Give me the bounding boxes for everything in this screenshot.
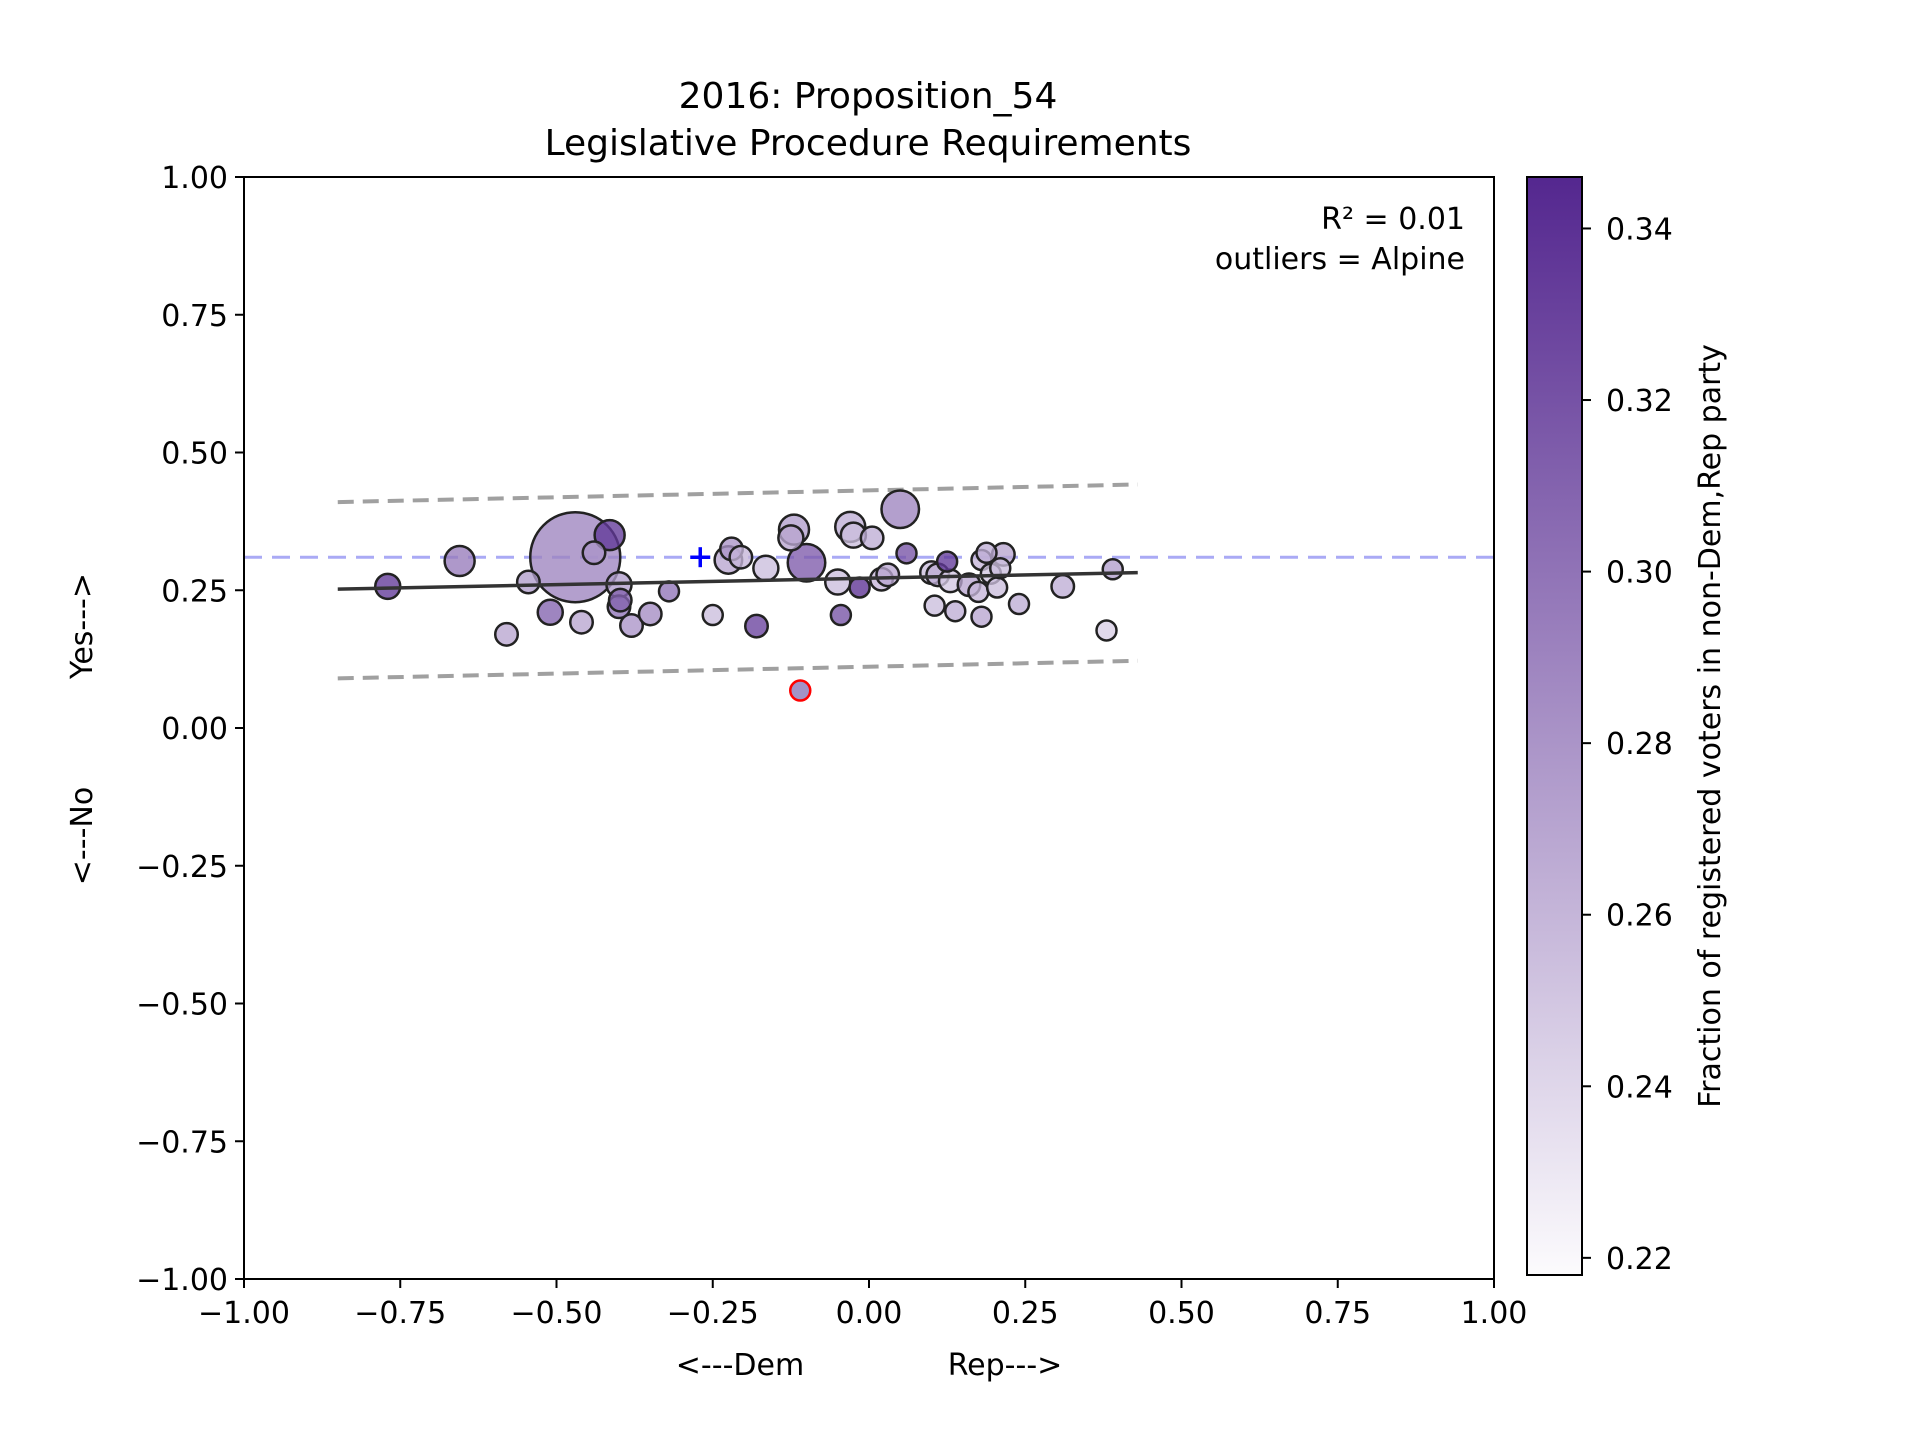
data-point <box>975 541 998 565</box>
data-point <box>657 580 681 603</box>
plot-area <box>244 177 1494 1279</box>
data-point <box>744 613 769 639</box>
outlier-point <box>789 679 812 702</box>
colorbar-tick-label: 0.28 <box>1606 727 1673 762</box>
colorbar <box>1526 176 1583 1276</box>
data-point <box>829 603 853 627</box>
data-point <box>1007 592 1031 616</box>
data-point <box>607 587 633 613</box>
data-point <box>985 576 1009 599</box>
colorbar-tick-label: 0.32 <box>1606 384 1673 419</box>
y-tick-label: 1.00 <box>161 161 228 196</box>
data-point <box>967 580 990 604</box>
x-tick-label: 0.00 <box>836 1296 903 1331</box>
colorbar-tick-label: 0.24 <box>1606 1070 1673 1105</box>
y-tick-label: 0.00 <box>161 712 228 747</box>
data-point <box>848 576 871 599</box>
data-point <box>536 598 564 627</box>
colorbar-label: Fraction of registered voters in non-Dem… <box>1693 344 1728 1108</box>
colorbar-tick-label: 0.22 <box>1606 1242 1673 1277</box>
data-point <box>923 594 946 617</box>
data-point <box>494 621 519 647</box>
x-axis-label-left: <---Dem <box>676 1348 804 1383</box>
y-axis-label-top: Yes---> <box>65 573 100 680</box>
data-point <box>593 518 626 552</box>
outliers-annotation: outliers = Alpine <box>1215 242 1465 277</box>
y-tick-label: 0.50 <box>161 437 228 472</box>
data-point <box>824 568 852 596</box>
x-tick-label: −1.00 <box>198 1296 290 1331</box>
data-point <box>752 554 780 582</box>
data-point <box>515 569 541 595</box>
data-point <box>777 524 805 552</box>
data-point <box>619 613 644 639</box>
y-axis-label-bottom: <---No <box>65 787 100 885</box>
x-tick-label: 0.50 <box>1148 1296 1215 1331</box>
y-tick-label: −1.00 <box>136 1263 228 1298</box>
data-point <box>1050 573 1076 599</box>
chart-title-line1: 2016: Proposition_54 <box>679 76 1058 117</box>
x-tick-label: 1.00 <box>1461 1296 1528 1331</box>
mean-plus-marker <box>690 547 711 568</box>
data-point <box>569 609 594 635</box>
x-tick-label: 0.75 <box>1304 1296 1371 1331</box>
data-point <box>443 544 476 578</box>
data-point <box>581 540 607 566</box>
r2-annotation: R² = 0.01 <box>1321 202 1465 237</box>
x-tick-label: −0.50 <box>511 1296 603 1331</box>
y-tick-label: −0.75 <box>136 1125 228 1160</box>
data-point <box>637 601 663 627</box>
data-point <box>1101 558 1124 581</box>
data-point <box>880 489 921 530</box>
data-point <box>786 542 827 583</box>
data-point <box>728 544 754 570</box>
data-point <box>895 542 918 565</box>
x-tick-label: −0.25 <box>667 1296 759 1331</box>
fit-line <box>337 570 1138 591</box>
y-tick-label: 0.75 <box>161 299 228 334</box>
x-tick-label: −0.75 <box>354 1296 446 1331</box>
y-tick-label: −0.25 <box>136 850 228 885</box>
chart-title-line2: Legislative Procedure Requirements <box>545 123 1192 164</box>
colorbar-tick-label: 0.30 <box>1606 556 1673 591</box>
data-point <box>1095 619 1118 642</box>
colorbar-tick-label: 0.34 <box>1606 212 1673 247</box>
y-tick-label: 0.25 <box>161 574 228 609</box>
y-tick-label: −0.50 <box>136 988 228 1023</box>
data-point <box>935 550 959 573</box>
data-point <box>944 599 967 623</box>
data-point <box>875 562 901 588</box>
upper-band-line <box>337 482 1138 505</box>
lower-band-line <box>337 658 1138 681</box>
x-tick-label: 0.25 <box>992 1296 1059 1331</box>
data-point <box>859 525 885 551</box>
data-point <box>970 605 993 628</box>
data-point <box>989 556 1012 580</box>
data-point <box>701 603 724 627</box>
x-axis-label-right: Rep---> <box>948 1348 1063 1383</box>
colorbar-tick-label: 0.26 <box>1606 899 1673 934</box>
